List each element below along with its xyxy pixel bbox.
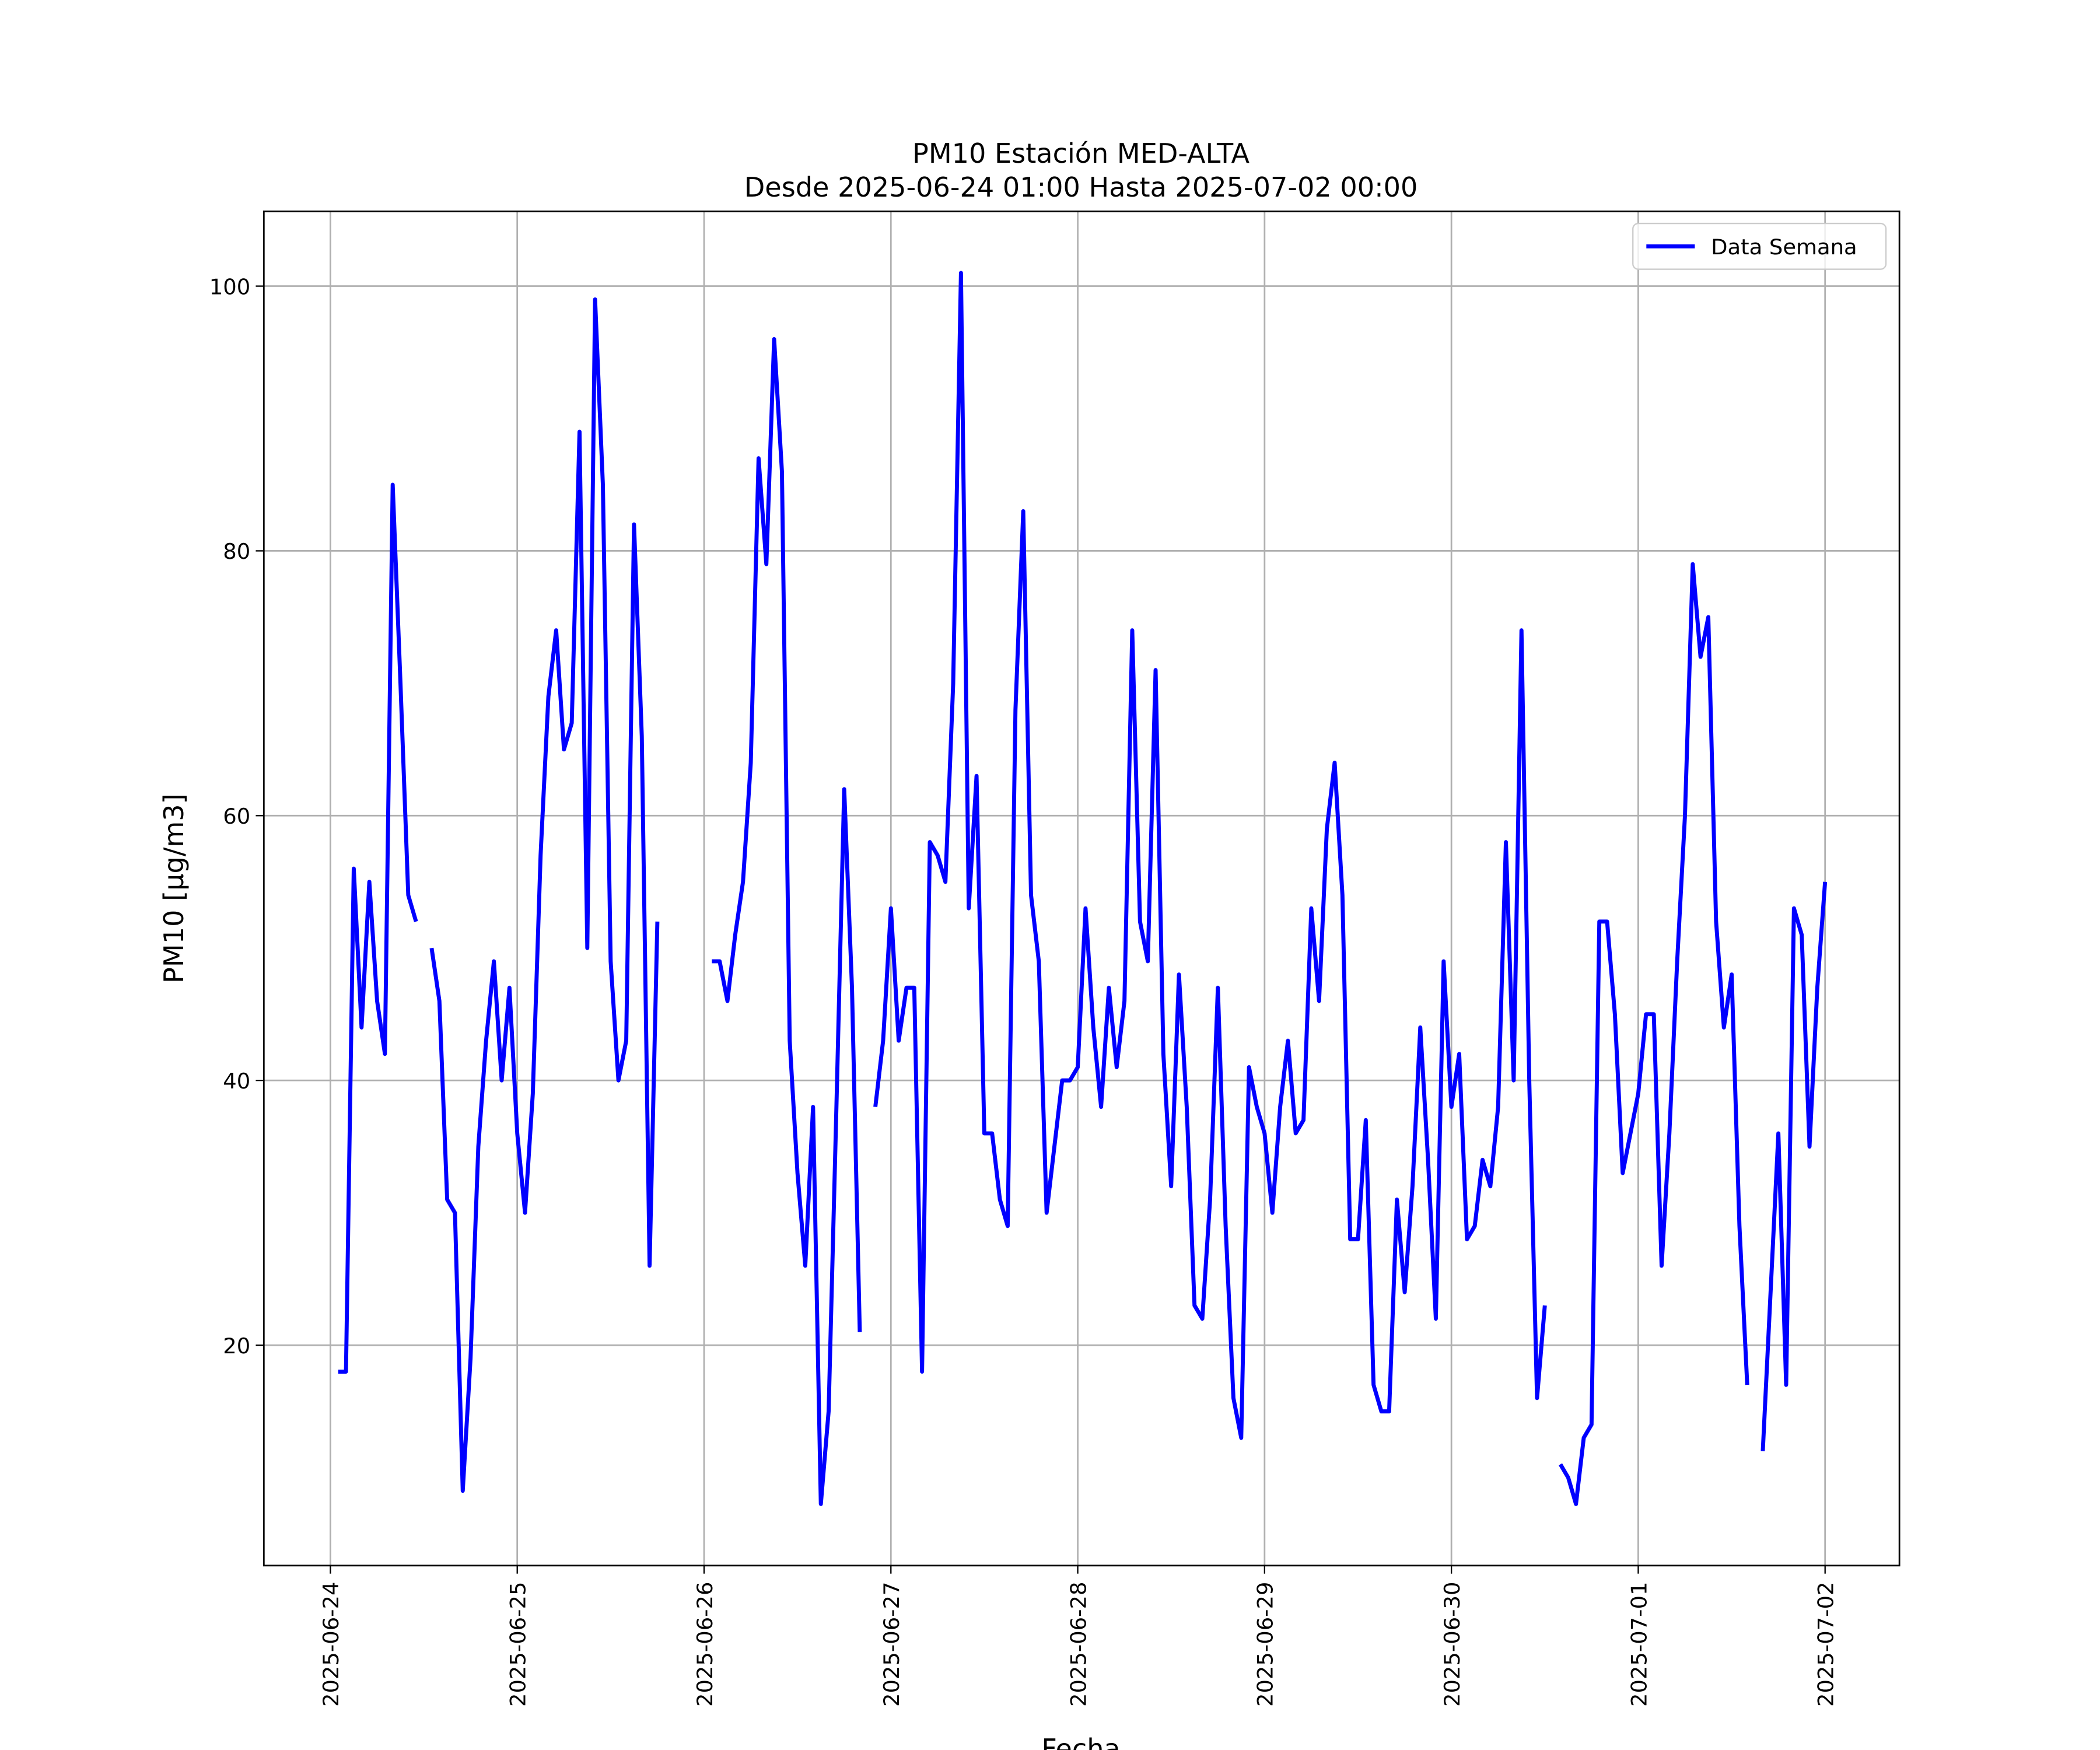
plot-frame [262,210,1901,1567]
y-tick-label: 40 [223,1069,250,1094]
x-tick-label: 2025-07-02 [1814,1582,1839,1707]
y-tick-label: 100 [209,274,250,299]
chart-title: PM10 Estación MED-ALTA [912,138,1250,169]
x-tick-label: 2025-06-26 [692,1582,718,1707]
y-axis-label: PM10 [μg/m3] [158,793,190,984]
legend-label: Data Semana [1711,235,1857,260]
legend: Data Semana [1632,222,1887,270]
x-tick-label: 2025-06-25 [506,1582,531,1707]
x-tick-label: 2025-06-28 [1066,1582,1091,1707]
x-tick-label: 2025-06-24 [318,1582,344,1707]
x-tick-label: 2025-07-01 [1626,1582,1651,1707]
data-line [338,271,1828,1506]
x-tick-label: 2025-06-30 [1440,1582,1465,1707]
chart-subtitle: Desde 2025-06-24 01:00 Hasta 2025-07-02 … [744,172,1418,203]
x-tick-label: 2025-06-29 [1253,1582,1278,1707]
x-tick-label: 2025-06-27 [879,1582,904,1707]
y-tick-label: 80 [223,539,250,564]
x-axis-label: Fecha [1041,1733,1120,1750]
legend-box [1632,222,1887,270]
y-tick-label: 60 [223,804,250,829]
y-tick-label: 20 [223,1334,250,1359]
